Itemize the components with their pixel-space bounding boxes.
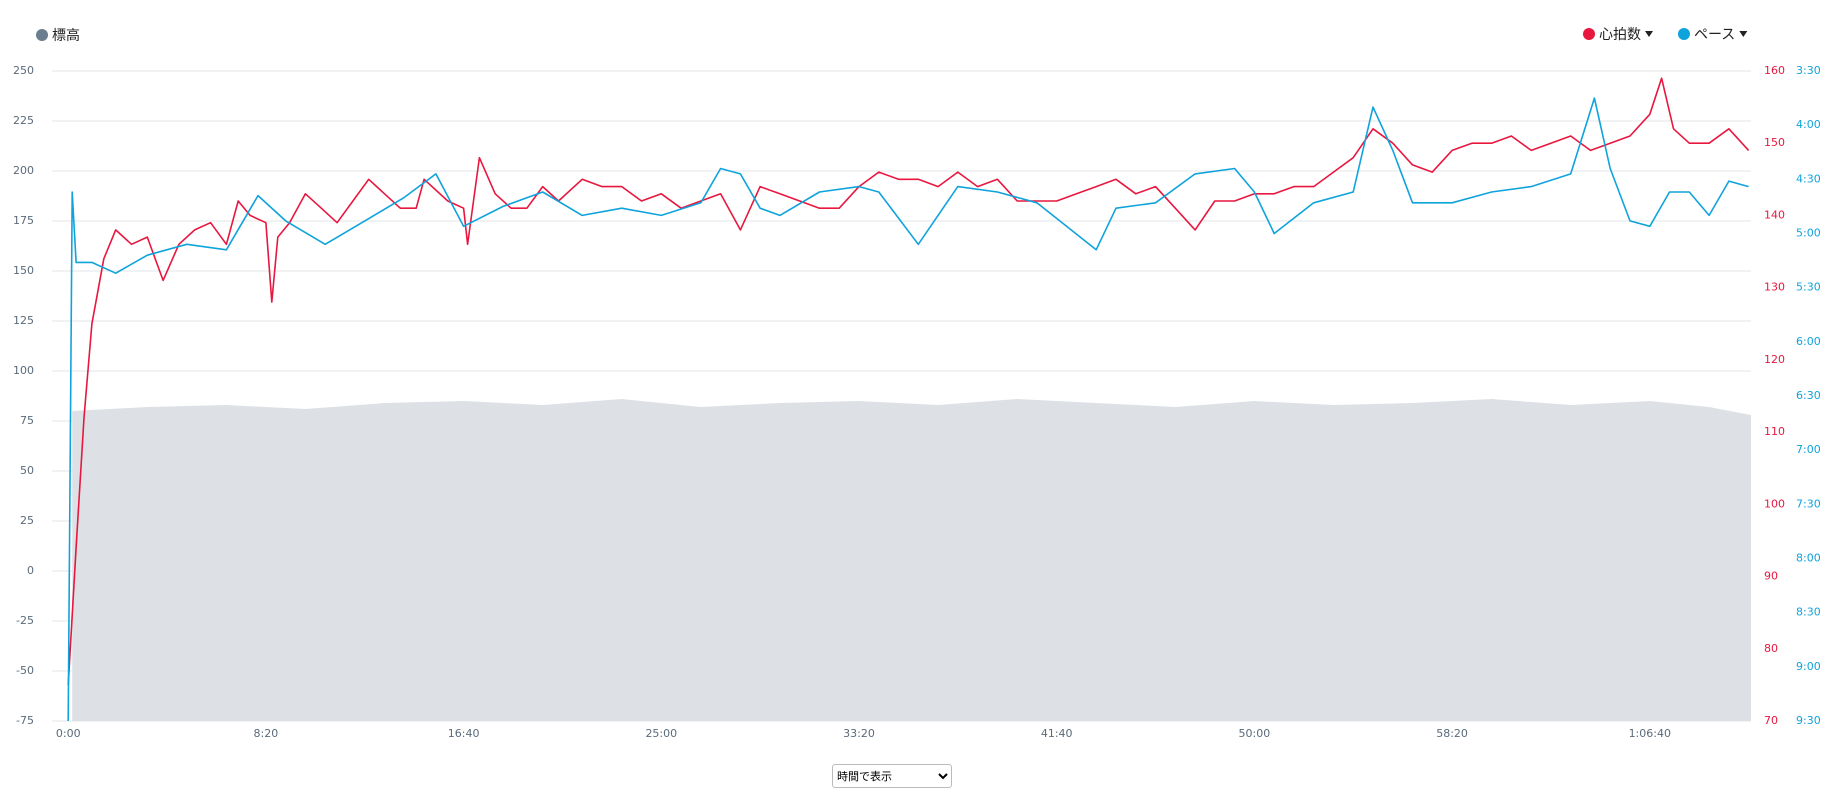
y2-tick-label: 120 — [1764, 353, 1785, 366]
y3-tick-label: 6:00 — [1796, 335, 1821, 348]
y-tick-label: 25 — [20, 514, 34, 527]
x-tick-label: 25:00 — [645, 727, 677, 740]
y2-tick-label: 90 — [1764, 570, 1778, 583]
x-tick-label: 16:40 — [448, 727, 480, 740]
y2-tick-label: 130 — [1764, 281, 1785, 294]
x-tick-label: 50:00 — [1239, 727, 1271, 740]
legend-label: 標高 — [52, 27, 80, 44]
y-tick-label: 250 — [13, 64, 34, 77]
legend-dot — [1583, 28, 1595, 40]
series-line — [67, 77, 1750, 685]
y3-tick-label: 5:00 — [1796, 227, 1821, 240]
y2-tick-label: 70 — [1764, 714, 1778, 727]
y-tick-label: 50 — [20, 464, 34, 477]
y-tick-label: 125 — [13, 314, 34, 327]
x-tick-label: 0:00 — [56, 727, 81, 740]
y3-tick-label: 7:00 — [1796, 443, 1821, 456]
y3-tick-label: 7:30 — [1796, 497, 1821, 510]
y3-tick-label: 3:30 — [1796, 64, 1821, 77]
y3-tick-label: 9:00 — [1796, 660, 1821, 673]
legend: 標高 心拍数 ペース — [36, 27, 1748, 44]
y-tick-label: -50 — [16, 664, 34, 677]
y3-tick-label: 8:30 — [1796, 606, 1821, 619]
legend-dot — [36, 29, 48, 41]
y-tick-label: 225 — [13, 114, 34, 127]
x-tick-label: 1:06:40 — [1629, 727, 1671, 740]
x-tick-label: 41:40 — [1041, 727, 1073, 740]
y2-tick-label: 160 — [1764, 64, 1785, 77]
y-tick-label: 100 — [13, 364, 34, 377]
x-tick-label: 8:20 — [254, 727, 279, 740]
y-tick-label: -75 — [16, 714, 34, 727]
y3-tick-label: 9:30 — [1796, 714, 1821, 727]
y-tick-label: -25 — [16, 614, 34, 627]
y2-tick-label: 110 — [1764, 425, 1785, 438]
legend-caret — [1645, 31, 1653, 37]
elevation-area — [72, 399, 1752, 721]
y-tick-label: 175 — [13, 214, 34, 227]
legend-label: 心拍数 — [1599, 27, 1641, 43]
view-select[interactable]: 時間で表示 — [832, 764, 952, 788]
y3-tick-label: 8:00 — [1796, 552, 1821, 565]
x-tick-label: 58:20 — [1436, 727, 1468, 740]
y-tick-label: 75 — [20, 414, 34, 427]
series-line — [67, 97, 1749, 722]
legend-label: ペース — [1694, 27, 1735, 43]
y-tick-label: 150 — [13, 264, 34, 277]
legend-dot — [1678, 28, 1690, 40]
y2-tick-label: 80 — [1764, 642, 1778, 655]
y2-tick-label: 150 — [1764, 136, 1785, 149]
y-tick-label: 0 — [27, 564, 34, 577]
y2-tick-label: 100 — [1764, 497, 1785, 510]
y3-tick-label: 4:00 — [1796, 118, 1821, 131]
y3-tick-label: 4:30 — [1796, 172, 1821, 185]
y-tick-label: 200 — [13, 164, 34, 177]
x-tick-label: 33:20 — [843, 727, 875, 740]
y2-tick-label: 140 — [1764, 208, 1785, 221]
y3-tick-label: 6:30 — [1796, 389, 1821, 402]
y3-tick-label: 5:30 — [1796, 281, 1821, 294]
legend-caret — [1739, 31, 1748, 37]
